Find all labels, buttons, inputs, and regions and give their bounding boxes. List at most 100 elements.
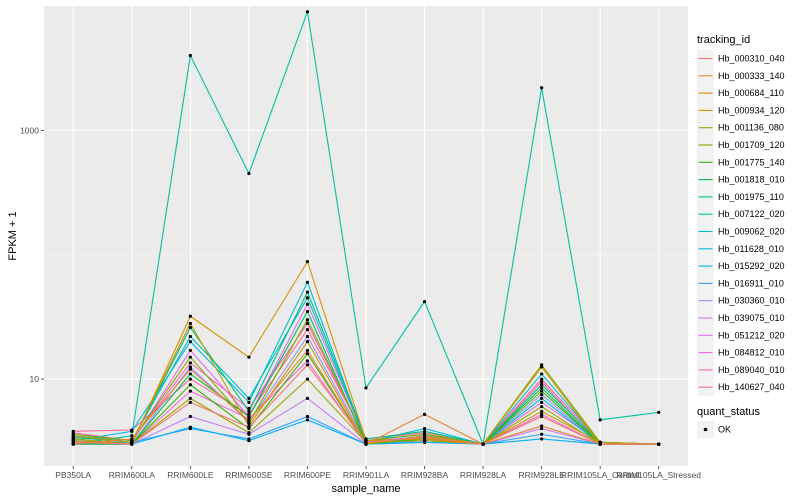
data-point xyxy=(188,365,192,369)
legend-label: Hb_140627_040 xyxy=(718,382,785,392)
data-point xyxy=(130,442,134,446)
data-point xyxy=(188,340,192,344)
data-point xyxy=(247,355,251,359)
data-point xyxy=(305,359,310,363)
data-point xyxy=(657,410,661,414)
data-point xyxy=(540,424,544,428)
legend-label: Hb_001775_140 xyxy=(718,157,785,167)
y-axis-ticks: 10 1000 xyxy=(20,125,44,384)
data-point xyxy=(305,334,310,339)
legend-label: Hb_000310_040 xyxy=(718,54,785,64)
data-point xyxy=(657,442,661,446)
data-point xyxy=(540,372,544,376)
x-tick-label: RRIM928LE xyxy=(518,470,565,480)
data-point xyxy=(305,418,310,422)
x-tick-label: RRIM600LA xyxy=(109,470,156,480)
y-axis-label: FPKM + 1 xyxy=(7,211,19,260)
data-point xyxy=(71,435,75,439)
data-point xyxy=(188,396,192,400)
legend-label: Hb_011628_010 xyxy=(718,244,784,254)
data-point xyxy=(305,396,310,400)
x-tick-label: RRIM105LA_Stressed xyxy=(616,470,701,480)
data-point xyxy=(188,400,192,404)
data-point xyxy=(247,420,251,424)
data-point xyxy=(540,86,544,90)
x-tick-label: PB350LA xyxy=(55,470,91,480)
x-tick-label: RRIM928BA xyxy=(401,470,449,480)
data-point xyxy=(247,412,251,416)
x-tick-label: RRIM901LA xyxy=(343,470,390,480)
data-point xyxy=(540,380,544,384)
data-point xyxy=(540,426,544,431)
data-point xyxy=(247,417,251,421)
data-point xyxy=(188,355,192,359)
data-point xyxy=(247,171,251,176)
data-point xyxy=(247,400,251,404)
data-point xyxy=(540,405,544,409)
data-point xyxy=(540,363,544,367)
legend-label: Hb_001136_080 xyxy=(718,123,784,133)
data-point xyxy=(540,437,544,441)
x-tick-label: RRIM600LE xyxy=(167,470,214,480)
data-point xyxy=(188,372,192,376)
data-point xyxy=(305,290,310,294)
shape-legend-items: OK xyxy=(697,421,731,438)
x-tick-label: RRIM105LA_Control xyxy=(561,470,640,480)
legend-label: Hb_030360_010 xyxy=(718,296,785,306)
major-gridlines xyxy=(44,6,688,466)
data-point xyxy=(540,400,544,404)
data-point xyxy=(598,442,602,446)
data-point xyxy=(188,389,192,393)
data-point xyxy=(305,348,310,353)
data-point xyxy=(598,418,602,422)
data-point xyxy=(422,299,427,304)
data-point xyxy=(71,442,75,446)
data-point xyxy=(247,409,251,413)
data-point xyxy=(305,10,310,14)
data-point xyxy=(188,377,192,381)
data-point xyxy=(188,367,192,371)
color-legend: tracking_id Hb_000310_040Hb_000333_140Hb… xyxy=(697,34,785,396)
data-point xyxy=(540,432,544,436)
data-point xyxy=(247,426,251,431)
data-point xyxy=(305,414,310,419)
legend-label: Hb_001975_110 xyxy=(718,192,784,202)
legend-label: Hb_051212_020 xyxy=(718,330,785,340)
y-tick-label: 10 xyxy=(30,374,40,384)
data-point xyxy=(305,377,310,381)
legend-label: Hb_001818_010 xyxy=(718,175,785,185)
data-point xyxy=(422,435,427,439)
data-point xyxy=(305,309,310,314)
data-point xyxy=(247,424,251,428)
shape-legend-title: quant_status xyxy=(697,406,760,418)
data-point xyxy=(71,429,75,433)
legend-label: Hb_016911_010 xyxy=(718,278,784,288)
data-point xyxy=(71,439,75,443)
data-point xyxy=(305,318,310,322)
legend-label: Hb_000684_110 xyxy=(718,88,784,98)
x-axis-label: sample_name xyxy=(331,483,400,495)
data-point xyxy=(188,314,192,318)
shape-legend-label: OK xyxy=(718,425,731,435)
x-tick-label: RRIM600PE xyxy=(284,470,332,480)
data-point xyxy=(305,363,310,367)
data-point xyxy=(540,383,544,387)
data-point xyxy=(305,260,310,264)
legend-label: Hb_084812_010 xyxy=(718,348,785,358)
data-point xyxy=(130,434,134,438)
data-point xyxy=(130,439,134,443)
data-point xyxy=(540,389,544,393)
data-point xyxy=(188,414,192,419)
data-point xyxy=(305,340,310,344)
data-point xyxy=(422,412,427,416)
legend-label: Hb_007122_020 xyxy=(718,209,785,219)
data-point xyxy=(188,321,192,326)
data-point xyxy=(188,383,192,387)
data-point xyxy=(188,361,192,365)
data-point xyxy=(364,386,368,390)
data-point xyxy=(188,334,192,339)
data-point xyxy=(540,396,544,400)
data-point xyxy=(540,377,544,381)
x-tick-label: RRIM600SE xyxy=(225,470,273,480)
